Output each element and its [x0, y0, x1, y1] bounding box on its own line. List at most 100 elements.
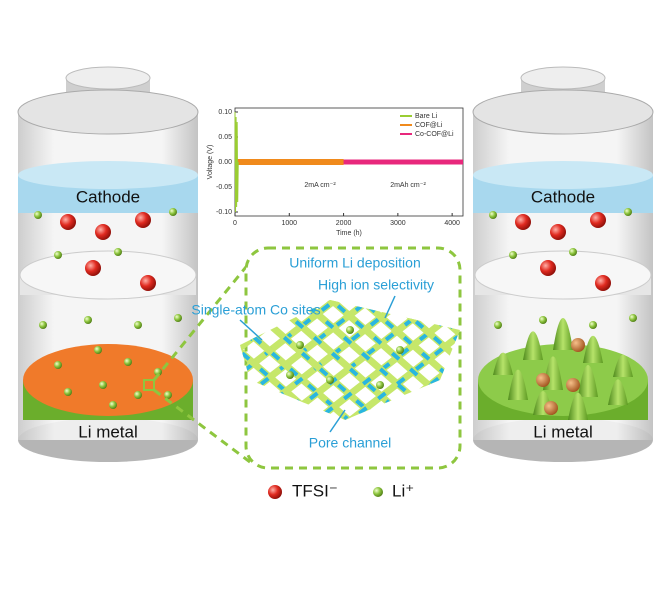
li-ion [164, 391, 172, 399]
legend-label: Bare Li [415, 113, 438, 120]
dendrite [568, 392, 588, 420]
top [472, 89, 654, 135]
li-ion [54, 361, 62, 369]
li-ion [64, 388, 72, 396]
dendrite [553, 318, 573, 350]
anode-label: Li metal [533, 422, 593, 441]
label: Single-atom Co sites [191, 302, 320, 318]
li-ion [34, 211, 42, 219]
dendrite [583, 335, 603, 363]
cof-strand [240, 300, 385, 420]
dendrite [493, 352, 513, 375]
li-ion [134, 321, 142, 329]
trapped-tfsi [571, 338, 585, 352]
inset-chart: 0.10 0.05 0.00 -0.05 -0.100 1000 2000 3000 4000 T… [207, 107, 464, 237]
cathode-label: Cathode [76, 187, 140, 206]
arrows [239, 295, 396, 433]
co-site [396, 346, 404, 354]
x-tick-label: 0 [233, 220, 237, 227]
separator-top [19, 250, 197, 300]
trapped-tfsi [544, 401, 558, 415]
legend-label: Li⁺ [392, 481, 414, 500]
li-ion [124, 358, 132, 366]
legend-label: Co-COF@Li [415, 131, 454, 138]
cathode-label: Cathode [531, 187, 595, 206]
x-tick-label: 2000 [336, 220, 352, 227]
y-tick-label: 0.10 [218, 109, 232, 116]
legend-label: TFSI⁻ [292, 481, 338, 500]
li-ion [489, 211, 497, 219]
cathode-top [473, 161, 653, 189]
li-ion [629, 314, 637, 322]
label: Uniform Li deposition [289, 255, 421, 271]
dendrite [523, 331, 543, 360]
y-tick-label: -0.05 [216, 184, 232, 191]
li-ion [154, 368, 162, 376]
anode-label: Li metal [78, 422, 138, 441]
tfsi [140, 275, 156, 291]
li-ion [169, 208, 177, 216]
tfsi [590, 212, 606, 228]
li-ion [539, 316, 547, 324]
tfsi [550, 224, 566, 240]
li-icon [373, 487, 383, 497]
label: High ion selectivity [318, 277, 434, 293]
separator-top [474, 250, 652, 300]
li-ion [99, 381, 107, 389]
tfsi [595, 275, 611, 291]
co-site [346, 326, 354, 334]
tfsi [85, 260, 101, 276]
zoom-box [143, 379, 155, 391]
annotation: 2mA cm⁻² [304, 182, 336, 189]
co-site [296, 341, 304, 349]
x-tick-label: 4000 [444, 220, 460, 227]
li-ion [174, 314, 182, 322]
li-ion [494, 321, 502, 329]
dendrite [508, 369, 528, 400]
x-tick-label: 1000 [281, 220, 297, 227]
li-ion [94, 346, 102, 354]
tfsi [60, 214, 76, 230]
li-ion [569, 248, 577, 256]
cap-top [65, 66, 151, 90]
li-ion [39, 321, 47, 329]
tfsi-icon [268, 485, 282, 499]
top [17, 89, 199, 135]
cap-top [520, 66, 606, 90]
y-tick-label: 0.00 [218, 159, 232, 166]
li-ion [84, 316, 92, 324]
tfsi [515, 214, 531, 230]
series-line [234, 111, 239, 213]
anode-top [23, 344, 193, 416]
x-tick-label: 3000 [390, 220, 406, 227]
li-ion [624, 208, 632, 216]
trapped-tfsi [566, 378, 580, 392]
cof-strand [347, 300, 460, 420]
y-tick-label: -0.10 [216, 209, 232, 216]
dendrite [578, 365, 598, 397]
y-tick-label: 0.05 [218, 134, 232, 141]
li-ion [114, 248, 122, 256]
co-site [326, 376, 334, 384]
dendrite [613, 354, 633, 377]
li-ion [589, 321, 597, 329]
tfsi [540, 260, 556, 276]
batteries: Cathode Li metal Cathode Li metal [17, 66, 654, 462]
tfsi [135, 212, 151, 228]
legend-label: COF@Li [415, 122, 443, 129]
annotation: 2mAh cm⁻² [390, 182, 426, 189]
li-ion [509, 251, 517, 259]
zoom-line [152, 261, 252, 381]
y-axis-label: Voltage (V) [207, 145, 214, 180]
trapped-tfsi [536, 373, 550, 387]
cathode-top [18, 161, 198, 189]
li-ion [54, 251, 62, 259]
co-site [376, 381, 384, 389]
x-axis-label: Time (h) [336, 230, 362, 237]
co-site [286, 371, 294, 379]
dendrite [608, 379, 628, 405]
zoom-line [153, 388, 251, 464]
tfsi [95, 224, 111, 240]
li-ion [109, 401, 117, 409]
